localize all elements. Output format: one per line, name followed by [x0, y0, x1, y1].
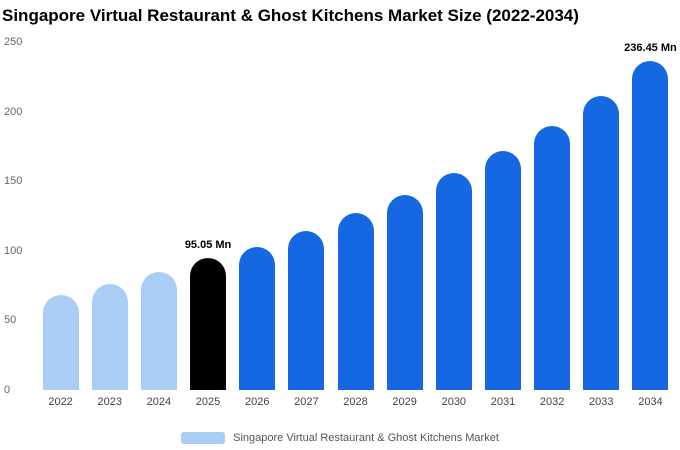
y-tick-0: 0 — [4, 384, 11, 396]
bar-2032 — [534, 125, 571, 390]
plot-area: 95.05 Mn 236.45 Mn — [36, 41, 677, 390]
legend-label: Singapore Virtual Restaurant & Ghost Kit… — [233, 432, 499, 444]
bar-2033 — [583, 96, 620, 390]
bar-slot-2027 — [282, 42, 331, 390]
y-tick-250: 250 — [4, 36, 23, 48]
x-tick-2029: 2029 — [392, 396, 417, 408]
value-label-2025: 95.05 Mn — [184, 238, 232, 251]
x-tick-2034: 2034 — [638, 396, 663, 408]
y-axis: 0 50 100 150 200 250 — [0, 0, 30, 450]
bar-2028 — [337, 213, 374, 390]
bar-2023 — [91, 284, 128, 390]
bar-2022 — [42, 295, 79, 390]
x-tick-2027: 2027 — [294, 396, 319, 408]
legend: Singapore Virtual Restaurant & Ghost Kit… — [0, 432, 680, 444]
bar-slot-2025: 95.05 Mn — [183, 42, 232, 390]
bar-2026 — [239, 246, 276, 390]
bar-slot-2029 — [380, 42, 429, 390]
x-tick-2031: 2031 — [490, 396, 516, 408]
chart-title: Singapore Virtual Restaurant & Ghost Kit… — [2, 6, 579, 25]
bar-slot-2031 — [478, 42, 527, 390]
bar-slot-2022 — [36, 42, 85, 390]
x-tick-2028: 2028 — [343, 396, 368, 408]
x-tick-2030: 2030 — [441, 396, 467, 408]
legend-swatch — [181, 432, 226, 444]
x-tick-2025: 2025 — [195, 396, 221, 408]
bar-slot-2032 — [528, 42, 577, 390]
x-tick-2023: 2023 — [97, 396, 122, 408]
y-tick-100: 100 — [4, 244, 23, 257]
bar-slot-2023 — [85, 42, 134, 390]
x-tick-2026: 2026 — [244, 396, 270, 408]
bar-slot-2033 — [577, 42, 626, 390]
bar-slot-2034: 236.45 Mn — [624, 41, 677, 390]
x-tick-2022: 2022 — [48, 396, 73, 408]
value-label-2034: 236.45 Mn — [624, 41, 677, 54]
x-axis: 2022 2023 2024 2025 2026 2027 2028 2029 2030 2031… — [36, 396, 675, 408]
bar-2034 — [632, 60, 669, 390]
y-tick-50: 50 — [4, 314, 17, 327]
bar-slot-2028 — [331, 42, 380, 390]
bar-2031 — [484, 150, 521, 390]
bar-2025 — [190, 257, 227, 390]
bar-2030 — [435, 172, 472, 390]
bar-2024 — [140, 271, 177, 390]
x-tick-2033: 2033 — [589, 396, 614, 408]
bar-2027 — [288, 231, 325, 390]
x-tick-2032: 2032 — [539, 396, 565, 408]
bar-slot-2026 — [233, 42, 282, 390]
bar-2029 — [386, 195, 423, 390]
y-tick-200: 200 — [4, 105, 23, 118]
y-tick-150: 150 — [4, 175, 23, 188]
bar-slot-2024 — [134, 42, 183, 390]
bar-slot-2030 — [429, 42, 478, 390]
x-tick-2024: 2024 — [146, 396, 172, 408]
